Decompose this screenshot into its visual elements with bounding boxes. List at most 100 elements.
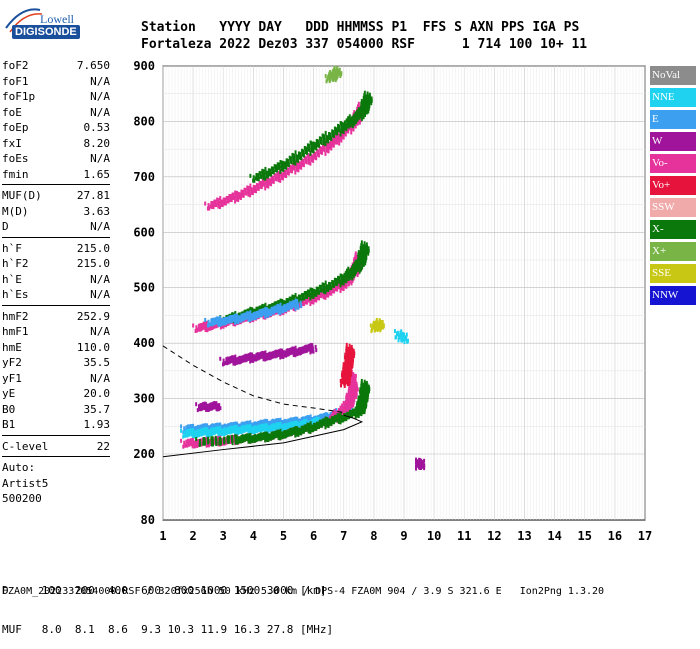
echo-mark (258, 310, 261, 315)
echo-mark (309, 151, 312, 156)
echo-mark (207, 429, 210, 434)
echo-mark (298, 298, 301, 303)
echo-mark (365, 247, 368, 252)
echo-mark (354, 251, 357, 256)
param-value: 215.0 (76, 241, 110, 255)
echo-mark (230, 318, 233, 323)
echo-mark (211, 402, 214, 407)
echo-mark (255, 311, 258, 316)
echo-mark (264, 314, 267, 319)
echo-mark (247, 437, 250, 442)
echo-mark (261, 420, 264, 425)
header-line-1: Station YYYY DAY DDD HHMMSS P1 FFS S AXN… (141, 20, 580, 35)
echo-mark (250, 356, 253, 361)
echo-mark (356, 406, 359, 411)
echo-mark (224, 201, 227, 206)
echo-mark (200, 432, 203, 437)
echo-mark (268, 436, 271, 441)
echo-mark (254, 434, 257, 439)
echo-mark (355, 261, 358, 266)
echo-mark (234, 190, 237, 195)
echo-mark (364, 391, 367, 396)
param-value: N/A (90, 371, 110, 385)
echo-mark (208, 206, 211, 211)
echo-mark (289, 432, 292, 437)
echo-mark (297, 298, 300, 303)
echo-mark (224, 431, 227, 436)
y-tick-label: 800 (133, 114, 155, 128)
echo-mark (226, 196, 229, 201)
echo-mark (232, 361, 235, 366)
echo-mark (282, 353, 285, 358)
echo-mark (336, 140, 339, 145)
echo-mark (355, 411, 358, 416)
echo-mark (227, 429, 230, 434)
echo-mark (265, 356, 268, 361)
echo-mark (229, 359, 232, 364)
echo-mark (202, 441, 205, 446)
echo-mark (341, 370, 344, 375)
echo-mark (345, 392, 348, 397)
echo-mark (346, 274, 349, 279)
echo-mark (358, 254, 361, 259)
echo-mark (367, 98, 370, 103)
echo-mark (270, 166, 273, 171)
param-value: 1.65 (83, 167, 111, 181)
param-key: foF1p (2, 90, 36, 103)
echo-mark (264, 350, 267, 355)
echo-mark (259, 184, 262, 189)
echo-mark (281, 431, 284, 436)
echo-mark (252, 175, 255, 180)
echo-mark (264, 431, 267, 436)
echo-mark (344, 371, 347, 376)
echo-mark (180, 438, 183, 443)
echo-mark (298, 304, 301, 309)
echo-mark (294, 161, 297, 166)
echo-mark (314, 152, 317, 157)
echo-mark (180, 428, 183, 433)
echo-mark (359, 253, 362, 258)
echo-mark (202, 431, 205, 436)
echo-mark (274, 418, 277, 423)
echo-mark (367, 249, 370, 254)
echo-mark (310, 294, 313, 299)
echo-mark (294, 170, 297, 175)
echo-mark (184, 443, 187, 448)
echo-mark (294, 150, 297, 155)
echo-mark (219, 426, 222, 431)
echo-mark (368, 97, 371, 102)
echo-mark (283, 431, 286, 436)
echo-mark (299, 421, 302, 426)
echo-mark (268, 353, 271, 358)
echo-mark (329, 136, 332, 141)
echo-mark (260, 185, 263, 190)
echo-mark (235, 360, 238, 365)
echo-mark (211, 406, 214, 411)
echo-mark (254, 422, 257, 427)
echo-mark (260, 309, 263, 314)
echo-mark (334, 69, 337, 74)
echo-mark (291, 347, 294, 352)
echo-mark (284, 304, 287, 309)
echo-mark (363, 243, 366, 248)
echo-mark (352, 398, 355, 403)
echo-mark (297, 427, 300, 432)
echo-mark (271, 170, 274, 175)
echo-mark (309, 296, 312, 301)
echo-mark (299, 418, 302, 423)
echo-mark (322, 421, 325, 426)
autoscale-info: Artist5 (2, 476, 49, 490)
echo-mark (203, 322, 206, 327)
echo-mark (310, 144, 313, 149)
echo-mark (343, 410, 346, 415)
param-key: foF1 (2, 74, 29, 88)
echo-mark (314, 344, 317, 349)
echo-mark (315, 298, 318, 303)
echo-mark (361, 265, 364, 270)
echo-mark (266, 434, 269, 439)
echo-mark (276, 304, 279, 309)
echo-mark (254, 426, 257, 431)
echo-mark (248, 436, 251, 441)
echo-mark (327, 285, 330, 290)
echo-mark (217, 430, 220, 435)
